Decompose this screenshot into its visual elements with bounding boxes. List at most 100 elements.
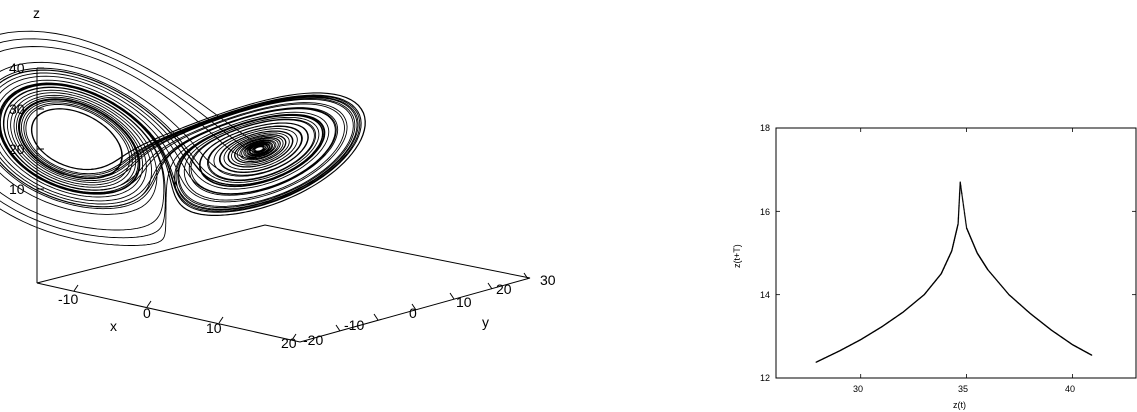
data-point — [965, 222, 967, 225]
data-point — [959, 189, 961, 192]
data-point — [963, 211, 966, 213]
lorenz-3d-plot: 40 30 20 10 z -10 0 10 20 x -20 -10 0 10… — [0, 5, 556, 351]
data-point — [964, 218, 967, 220]
data-point — [1050, 328, 1052, 331]
x-axis-label: z(t) — [953, 400, 966, 410]
return-map-points — [815, 181, 1093, 363]
data-point — [962, 200, 964, 203]
data-point — [963, 212, 966, 214]
data-point — [1090, 354, 1092, 356]
data-point — [957, 222, 959, 224]
plot-frame — [775, 127, 1137, 379]
data-point — [923, 294, 925, 296]
data-point — [962, 205, 965, 207]
data-point — [958, 192, 961, 195]
data-point — [957, 215, 960, 218]
x-tick — [291, 333, 297, 341]
x-tick-label: 10 — [206, 320, 222, 336]
data-point — [960, 191, 963, 194]
data-point — [957, 216, 960, 219]
data-point — [959, 187, 961, 190]
data-point — [964, 215, 966, 218]
y-tick-label: -20 — [303, 332, 323, 348]
data-point — [959, 188, 961, 191]
data-point — [986, 268, 989, 270]
data-point — [1071, 343, 1073, 345]
data-point — [960, 189, 963, 191]
data-point — [958, 209, 960, 211]
y-tick-label: 14 — [760, 290, 770, 300]
data-point — [961, 197, 964, 199]
data-point — [880, 326, 883, 328]
data-point — [964, 219, 967, 221]
data-point — [958, 210, 960, 213]
y-tick — [449, 292, 455, 300]
y-tick — [411, 303, 417, 311]
x-axis-label: x — [110, 318, 117, 334]
y-tick-label: 16 — [760, 207, 770, 217]
data-point — [961, 192, 963, 195]
data-point — [958, 197, 961, 199]
data-point — [940, 273, 942, 276]
x-tick-label: 30 — [853, 384, 863, 394]
data-point — [960, 184, 962, 187]
data-point — [959, 190, 961, 193]
data-point — [958, 195, 961, 197]
y-tick — [487, 282, 493, 290]
data-point — [959, 181, 961, 183]
z-tick-label: 10 — [9, 181, 25, 197]
return-map-ticks — [776, 127, 1136, 379]
data-point — [957, 217, 960, 220]
y-tick — [523, 272, 529, 280]
x-tick — [146, 300, 152, 308]
data-point — [962, 202, 964, 204]
data-point — [960, 188, 962, 190]
data-point — [958, 196, 961, 198]
data-point — [859, 339, 861, 341]
data-point — [965, 225, 967, 227]
data-point — [958, 200, 960, 202]
x-tick-label: 0 — [143, 305, 151, 321]
data-point — [961, 198, 964, 201]
data-point — [961, 196, 963, 198]
data-point — [960, 190, 963, 193]
data-point — [958, 203, 960, 205]
data-point — [957, 223, 959, 226]
y-tick-label: 30 — [540, 272, 556, 288]
data-point — [1028, 312, 1031, 314]
data-point — [963, 213, 966, 215]
data-point — [961, 194, 963, 196]
data-point — [957, 220, 959, 222]
data-point — [959, 183, 962, 186]
data-point — [950, 250, 953, 253]
x-tick — [73, 284, 79, 292]
y-axis-label: z(t+T) — [732, 244, 742, 268]
y-tick-label: 20 — [496, 281, 512, 297]
data-point — [964, 220, 967, 222]
data-point — [961, 195, 963, 197]
data-point — [901, 311, 904, 314]
x-tick-label: 40 — [1065, 384, 1075, 394]
data-point — [963, 207, 965, 210]
data-point — [959, 191, 961, 194]
data-point — [958, 204, 960, 206]
data-point — [958, 206, 960, 208]
return-map-plot: 12 14 16 18 30 35 40 z(t) z(t+T) — [732, 123, 1137, 410]
data-point — [958, 211, 960, 214]
data-point — [962, 203, 964, 205]
data-point — [957, 212, 960, 215]
y-tick-label: 0 — [409, 305, 417, 321]
data-point — [957, 214, 960, 217]
data-point — [963, 210, 965, 212]
data-point — [963, 208, 965, 211]
y-tick-label: 18 — [760, 123, 770, 133]
data-point — [976, 251, 978, 254]
data-point — [1007, 293, 1010, 295]
floor-plane — [36, 224, 531, 343]
data-point — [964, 216, 966, 219]
y-tick-label: -10 — [344, 317, 364, 333]
y-tick-label: 10 — [456, 294, 472, 310]
data-point — [965, 226, 968, 228]
data-point — [958, 198, 961, 200]
x-tick-label: -10 — [58, 291, 78, 307]
